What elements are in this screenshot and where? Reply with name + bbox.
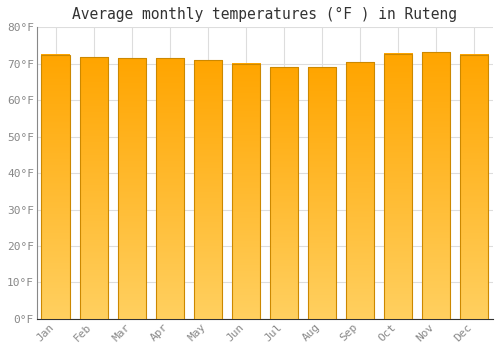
Bar	[346, 62, 374, 319]
Bar	[156, 58, 184, 319]
Bar	[118, 58, 146, 319]
Bar	[460, 55, 488, 319]
Bar	[270, 68, 298, 319]
Bar	[384, 54, 412, 319]
Bar	[232, 64, 260, 319]
Bar	[422, 52, 450, 319]
Bar	[80, 57, 108, 319]
Bar	[42, 55, 70, 319]
Bar	[308, 68, 336, 319]
Bar	[194, 60, 222, 319]
Title: Average monthly temperatures (°F ) in Ruteng: Average monthly temperatures (°F ) in Ru…	[72, 7, 458, 22]
